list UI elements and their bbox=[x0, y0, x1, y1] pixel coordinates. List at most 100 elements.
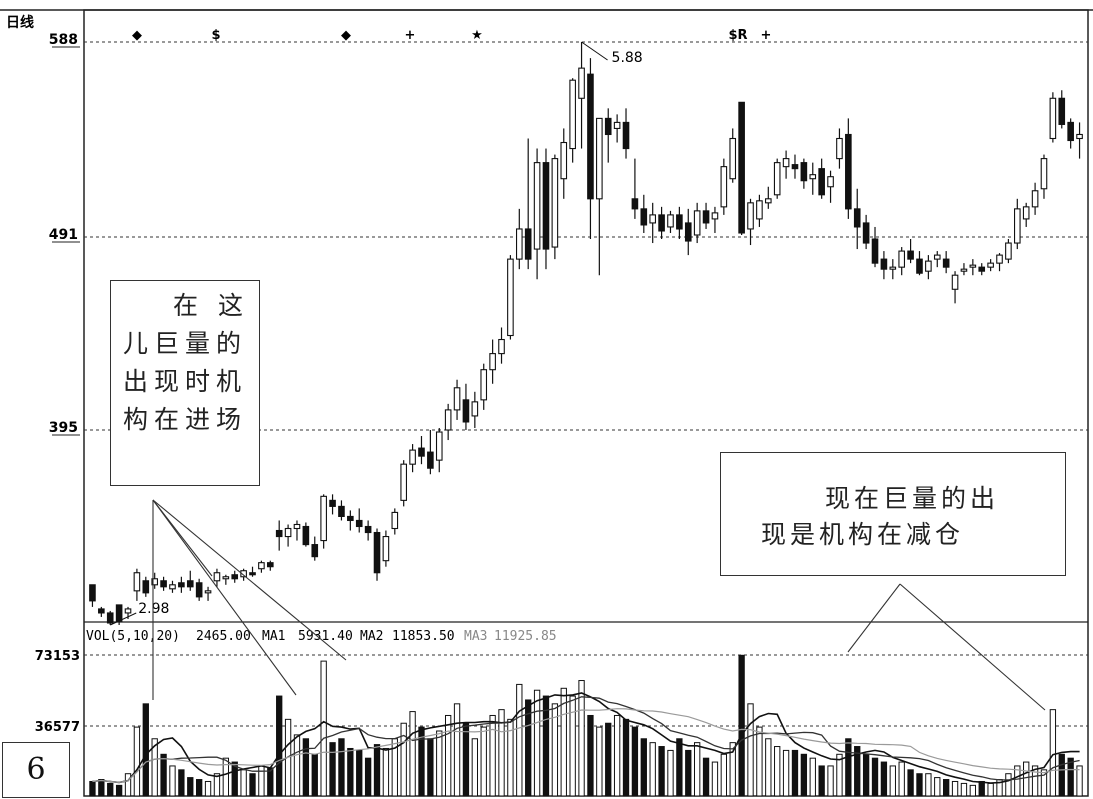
candle-body bbox=[204, 590, 212, 594]
candle-body bbox=[89, 584, 96, 602]
candle bbox=[658, 206, 665, 240]
candle-body bbox=[169, 584, 176, 590]
candle-body bbox=[649, 214, 657, 224]
candle-body bbox=[133, 572, 141, 592]
annotation-line: 出现时机 bbox=[123, 367, 248, 396]
volume-bar bbox=[187, 777, 194, 797]
event-marker: ◆ bbox=[341, 28, 351, 43]
volume-bar bbox=[142, 703, 149, 797]
volume-bar bbox=[124, 773, 132, 797]
candle bbox=[862, 214, 870, 250]
candle-body bbox=[364, 525, 372, 534]
volume-bar bbox=[738, 654, 745, 797]
candle bbox=[631, 158, 639, 219]
volume-bar bbox=[267, 767, 274, 797]
volume-bar bbox=[169, 765, 176, 797]
volume-bar bbox=[542, 695, 550, 797]
candle-body bbox=[213, 572, 221, 582]
volume-bar bbox=[969, 784, 977, 797]
volume-bar bbox=[115, 784, 123, 797]
candle-body bbox=[667, 214, 674, 228]
annotation-line: 现是机构在减仓 bbox=[761, 520, 965, 549]
candle-body bbox=[676, 214, 683, 230]
volume-bar bbox=[382, 747, 390, 797]
candle-body bbox=[1022, 206, 1030, 220]
candle bbox=[747, 198, 754, 246]
volume-bar bbox=[231, 761, 238, 797]
candle bbox=[275, 520, 283, 551]
candle bbox=[756, 194, 763, 227]
volume-bar bbox=[596, 726, 603, 797]
event-marker: ◆ bbox=[132, 28, 142, 43]
volume-bar bbox=[498, 709, 505, 797]
candle bbox=[889, 259, 897, 280]
candle-body bbox=[311, 544, 319, 558]
candle-body bbox=[142, 580, 150, 594]
candle-body bbox=[284, 527, 292, 538]
candle bbox=[809, 162, 817, 195]
volume-bar bbox=[693, 742, 701, 797]
candle bbox=[498, 327, 505, 364]
candle-body bbox=[222, 576, 230, 580]
volume-bar bbox=[213, 773, 221, 797]
candle-body bbox=[987, 262, 994, 268]
candle-body bbox=[115, 604, 123, 622]
candle-body bbox=[489, 353, 496, 371]
volume-bar bbox=[427, 738, 434, 797]
candle bbox=[613, 114, 621, 143]
candle-body bbox=[240, 570, 247, 578]
candle-body bbox=[898, 250, 906, 268]
volume-bar bbox=[356, 749, 363, 797]
volume-bar bbox=[800, 753, 808, 797]
volume-bar bbox=[338, 738, 345, 797]
volume-bar bbox=[613, 714, 621, 797]
volume-bar bbox=[934, 777, 941, 797]
event-marker: $ bbox=[211, 28, 220, 43]
ma2-label: MA2 bbox=[360, 629, 383, 644]
candle bbox=[942, 251, 950, 274]
volume-bar bbox=[489, 714, 496, 797]
candle-body bbox=[711, 212, 719, 220]
candle bbox=[266, 560, 274, 571]
volume-bar bbox=[249, 773, 256, 797]
candle-body bbox=[186, 580, 194, 588]
candle bbox=[302, 522, 310, 547]
candle bbox=[1049, 92, 1057, 143]
candle-body bbox=[1049, 97, 1057, 140]
candle bbox=[222, 574, 230, 585]
volume-bar bbox=[676, 738, 683, 797]
candle bbox=[347, 510, 354, 531]
candle-body bbox=[853, 208, 861, 228]
volume-bar bbox=[551, 703, 559, 797]
candle-body bbox=[658, 214, 665, 232]
volume-bar bbox=[293, 734, 301, 797]
candle-body bbox=[462, 399, 470, 423]
candle bbox=[204, 586, 212, 601]
candle-body bbox=[302, 525, 310, 546]
volume-bar bbox=[240, 769, 247, 797]
candle-body bbox=[889, 266, 897, 270]
low-pointer bbox=[110, 612, 137, 626]
volume-bar bbox=[560, 687, 567, 797]
volume-bar bbox=[409, 711, 416, 797]
candle bbox=[907, 239, 914, 264]
candle-body bbox=[800, 162, 808, 182]
candle-body bbox=[400, 463, 408, 501]
annotation-line: 现在巨量的出 bbox=[825, 484, 1000, 513]
candle bbox=[684, 208, 692, 256]
candle bbox=[329, 494, 336, 515]
candle bbox=[551, 154, 559, 260]
candle bbox=[693, 202, 701, 244]
candle-body bbox=[1067, 121, 1074, 142]
volume-bar bbox=[720, 753, 728, 797]
annotation-line: 构在进场 bbox=[123, 405, 248, 434]
candle-body bbox=[827, 176, 834, 188]
candle-body bbox=[293, 523, 301, 530]
annotation-line: 儿巨量的 bbox=[123, 329, 248, 358]
candle bbox=[1022, 202, 1030, 227]
candle-body bbox=[373, 531, 381, 574]
candle-body bbox=[382, 535, 390, 562]
candle bbox=[987, 259, 994, 272]
price-tick-label: 491 bbox=[49, 227, 78, 243]
ma3-value: 11925.85 bbox=[494, 629, 557, 644]
